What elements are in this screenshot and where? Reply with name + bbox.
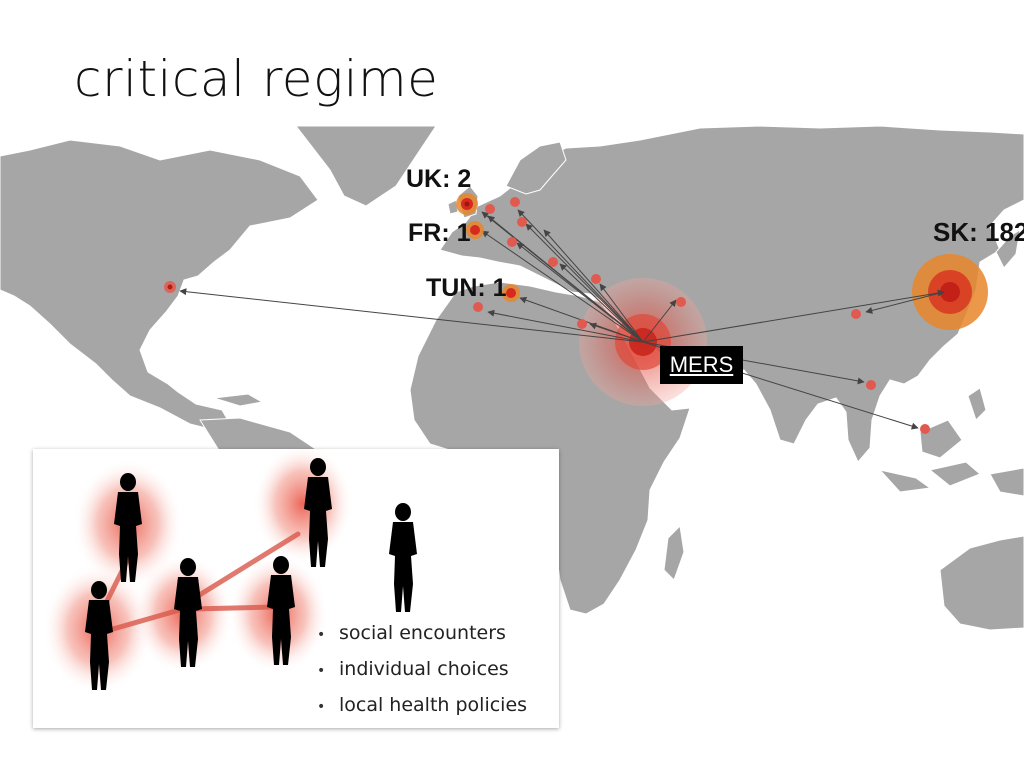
greenland — [294, 125, 437, 207]
marker-de — [510, 197, 520, 207]
label-sk: SK: 182 — [933, 217, 1024, 247]
bullet-text: social encounters — [339, 622, 506, 644]
mers-source-label: MERS — [660, 346, 743, 384]
indonesia-2 — [928, 461, 981, 487]
caribbean — [213, 393, 264, 407]
indonesia — [878, 469, 932, 493]
ireland — [447, 199, 459, 215]
marker-usa — [164, 281, 176, 293]
marker-china — [851, 309, 861, 319]
bullet-item: • local health policies — [317, 687, 527, 723]
people-illustration — [43, 449, 417, 694]
japan — [995, 229, 1021, 269]
marker-iran — [676, 297, 686, 307]
person-3 — [389, 503, 417, 612]
marker-at — [517, 217, 527, 227]
sk-halo — [912, 254, 988, 330]
new-guinea — [989, 467, 1024, 497]
australia — [939, 535, 1024, 631]
marker-nl — [485, 204, 495, 214]
bullet-dot: • — [317, 663, 326, 679]
scandinavia — [505, 141, 567, 195]
social-network-inset: • social encounters • individual choices •… — [33, 449, 559, 728]
south-america — [199, 417, 322, 453]
label-tun: TUN: 1 — [426, 274, 507, 302]
infection-glows — [43, 449, 353, 694]
marker-it — [507, 237, 517, 247]
madagascar — [663, 524, 685, 581]
borneo — [919, 419, 963, 459]
marker-fr — [466, 221, 484, 239]
marker-thai — [866, 380, 876, 390]
marker-uk — [456, 193, 478, 215]
marker-tr — [591, 274, 601, 284]
marker-malaysia — [920, 424, 930, 434]
case-markers — [164, 193, 930, 434]
bullet-text: individual choices — [339, 658, 509, 680]
bullet-dot: • — [317, 699, 326, 715]
marker-gr — [548, 257, 558, 267]
marker-egy — [577, 319, 587, 329]
bullet-item: • social encounters — [317, 615, 527, 651]
marker-tun — [502, 284, 520, 302]
slide-title: critical regime — [74, 50, 439, 108]
philippines — [967, 387, 987, 421]
bullet-item: • individual choices — [317, 651, 527, 687]
label-uk: UK: 2 — [406, 165, 471, 193]
factor-list: • social encounters • individual choices •… — [317, 615, 527, 723]
north-america — [0, 139, 319, 431]
label-fr: FR: 1 — [408, 219, 471, 247]
marker-alg — [473, 302, 483, 312]
bullet-text: local health policies — [339, 694, 528, 716]
bullet-dot: • — [317, 627, 326, 643]
